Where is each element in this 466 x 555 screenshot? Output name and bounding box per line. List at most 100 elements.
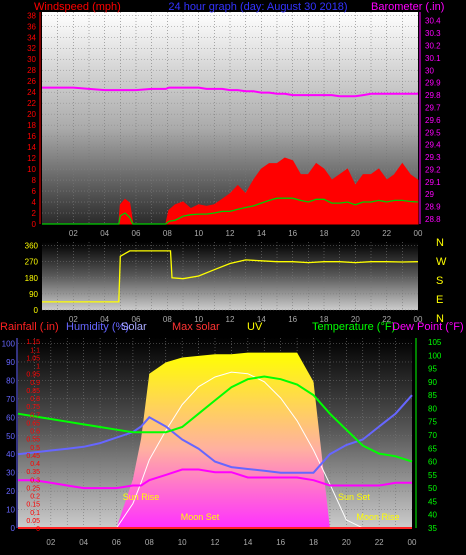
- temp-tick-label-7: 70: [428, 431, 437, 440]
- uv-tick-label-21: 1.05: [26, 355, 40, 362]
- humidity-tick-label-6: 60: [6, 413, 15, 422]
- label-humidity: Humidity (%): [66, 321, 129, 333]
- p1-x-tick-0: 02: [69, 229, 78, 238]
- uv-tick-label-10: 0.5: [30, 445, 40, 452]
- baro-tick-label-6: 29.4: [425, 141, 441, 150]
- dir-tick-label-0: 0: [34, 306, 39, 315]
- wind-tick-label-4: 8: [32, 176, 37, 185]
- temp-tick-label-9: 80: [428, 404, 437, 413]
- humidity-tick-label-7: 70: [6, 395, 15, 404]
- baro-tick-label-4: 29.2: [425, 165, 441, 174]
- uv-tick-label-9: 0.45: [26, 453, 40, 460]
- uv-tick-label-17: 0.85: [26, 388, 40, 395]
- p1-x-tick-7: 16: [288, 229, 297, 238]
- p3-x-tick-1: 04: [79, 538, 88, 547]
- p1-x-tick-1: 04: [100, 229, 109, 238]
- temp-tick-label-4: 55: [428, 471, 437, 480]
- baro-tick-label-14: 30.2: [425, 41, 441, 50]
- humidity-tick-label-2: 20: [6, 487, 15, 496]
- p1-x-tick-8: 18: [320, 229, 329, 238]
- p2-x-tick-8: 18: [320, 315, 329, 324]
- uv-tick-label-22: 1.1: [30, 347, 40, 354]
- temp-tick-label-11: 90: [428, 378, 437, 387]
- p2-x-tick-4: 10: [194, 315, 203, 324]
- label-uv: UV: [247, 321, 263, 333]
- wind-tick-label-19: 38: [27, 11, 36, 20]
- wind-tick-label-16: 32: [27, 44, 36, 53]
- wind-tick-label-11: 22: [27, 99, 36, 108]
- wind-tick-label-7: 14: [27, 143, 36, 152]
- label-temperature: Temperature (°F): [312, 321, 395, 333]
- wind-tick-label-6: 12: [27, 154, 36, 163]
- uv-tick-label-15: 0.75: [26, 404, 40, 411]
- uv-tick-label-6: 0.3: [30, 477, 40, 484]
- temp-tick-label-6: 65: [428, 444, 437, 453]
- humidity-tick-label-10: 100: [2, 340, 16, 349]
- wind-tick-label-10: 20: [27, 110, 36, 119]
- dir-tick-label-1: 90: [29, 290, 38, 299]
- temp-tick-label-12: 95: [428, 365, 437, 374]
- baro-tick-label-11: 29.9: [425, 79, 441, 88]
- temp-tick-label-14: 105: [428, 338, 442, 347]
- uv-tick-label-18: 0.9: [30, 380, 40, 387]
- wind-tick-label-13: 26: [27, 77, 36, 86]
- uv-tick-label-20: 1: [36, 364, 40, 371]
- wind-tick-label-14: 28: [27, 66, 36, 75]
- p2-x-tick-2: 06: [132, 315, 141, 324]
- barometer-series: [42, 86, 418, 98]
- uv-tick-label-12: 0.6: [30, 429, 40, 436]
- humidity-series: [17, 394, 413, 474]
- p2-x-tick-10: 22: [382, 315, 391, 324]
- baro-tick-label-8: 29.6: [425, 116, 441, 125]
- p1-x-tick-2: 06: [132, 229, 141, 238]
- temp-tick-label-0: 35: [428, 524, 437, 533]
- uv-tick-label-4: 0.2: [30, 494, 40, 501]
- p3-x-tick-3: 08: [145, 538, 154, 547]
- temp-tick-label-8: 75: [428, 418, 437, 427]
- p3-x-tick-0: 02: [46, 538, 55, 547]
- baro-tick-label-9: 29.7: [425, 103, 441, 112]
- baro-tick-label-16: 30.4: [425, 17, 441, 26]
- p3-x-tick-7: 16: [276, 538, 285, 547]
- p3-x-tick-5: 12: [211, 538, 220, 547]
- p3-x-tick-9: 20: [342, 538, 351, 547]
- dir-compass-label-1: W: [436, 256, 447, 268]
- humidity-tick-label-9: 90: [6, 358, 15, 367]
- dir-tick-label-4: 360: [25, 242, 39, 251]
- uv-tick-label-8: 0.4: [30, 461, 40, 468]
- uv-tick-label-5: 0.25: [26, 485, 40, 492]
- wind-tick-label-5: 10: [27, 165, 36, 174]
- uv-tick-label-3: 0.15: [26, 502, 40, 509]
- sun-rise-label: Sun Rise: [123, 492, 160, 502]
- humidity-tick-label-1: 10: [6, 506, 15, 515]
- temperature-series: [17, 375, 413, 463]
- temp-tick-label-2: 45: [428, 497, 437, 506]
- humidity-tick-label-8: 80: [6, 376, 15, 385]
- gust-series: [42, 157, 419, 225]
- uv-tick-label-14: 0.7: [30, 412, 40, 419]
- wind-tick-label-8: 16: [27, 132, 36, 141]
- p3-x-tick-4: 10: [178, 538, 187, 547]
- dir-compass-label-3: E: [436, 294, 443, 306]
- label-rainfall: Rainfall (.in): [0, 321, 59, 333]
- wind-ylabel-right: Barometer (.in): [371, 1, 444, 13]
- wind-tick-label-17: 34: [27, 33, 36, 42]
- wind-tick-label-2: 4: [32, 198, 37, 207]
- p3-x-tick-11: 00: [408, 538, 417, 547]
- p3-x-tick-6: 14: [243, 538, 252, 547]
- wind-ylabel-left: Windspeed (mph): [34, 1, 121, 13]
- dewpoint-series: [18, 468, 412, 490]
- uv-tick-label-7: 0.35: [26, 469, 40, 476]
- temp-tick-label-10: 85: [428, 391, 437, 400]
- uv-tick-label-16: 0.8: [30, 396, 40, 403]
- uv-tick-label-0: 0: [36, 526, 40, 533]
- p2-x-tick-5: 12: [226, 315, 235, 324]
- chart-title: 24 hour graph (day: August 30 2018): [168, 1, 347, 13]
- uv-tick-label-19: 0.95: [26, 372, 40, 379]
- p2-x-tick-6: 14: [257, 315, 266, 324]
- p3-x-tick-2: 06: [112, 538, 121, 547]
- baro-tick-label-5: 29.3: [425, 153, 441, 162]
- temp-tick-label-1: 40: [428, 511, 437, 520]
- p3-x-tick-8: 18: [309, 538, 318, 547]
- p2-x-tick-11: 00: [414, 315, 423, 324]
